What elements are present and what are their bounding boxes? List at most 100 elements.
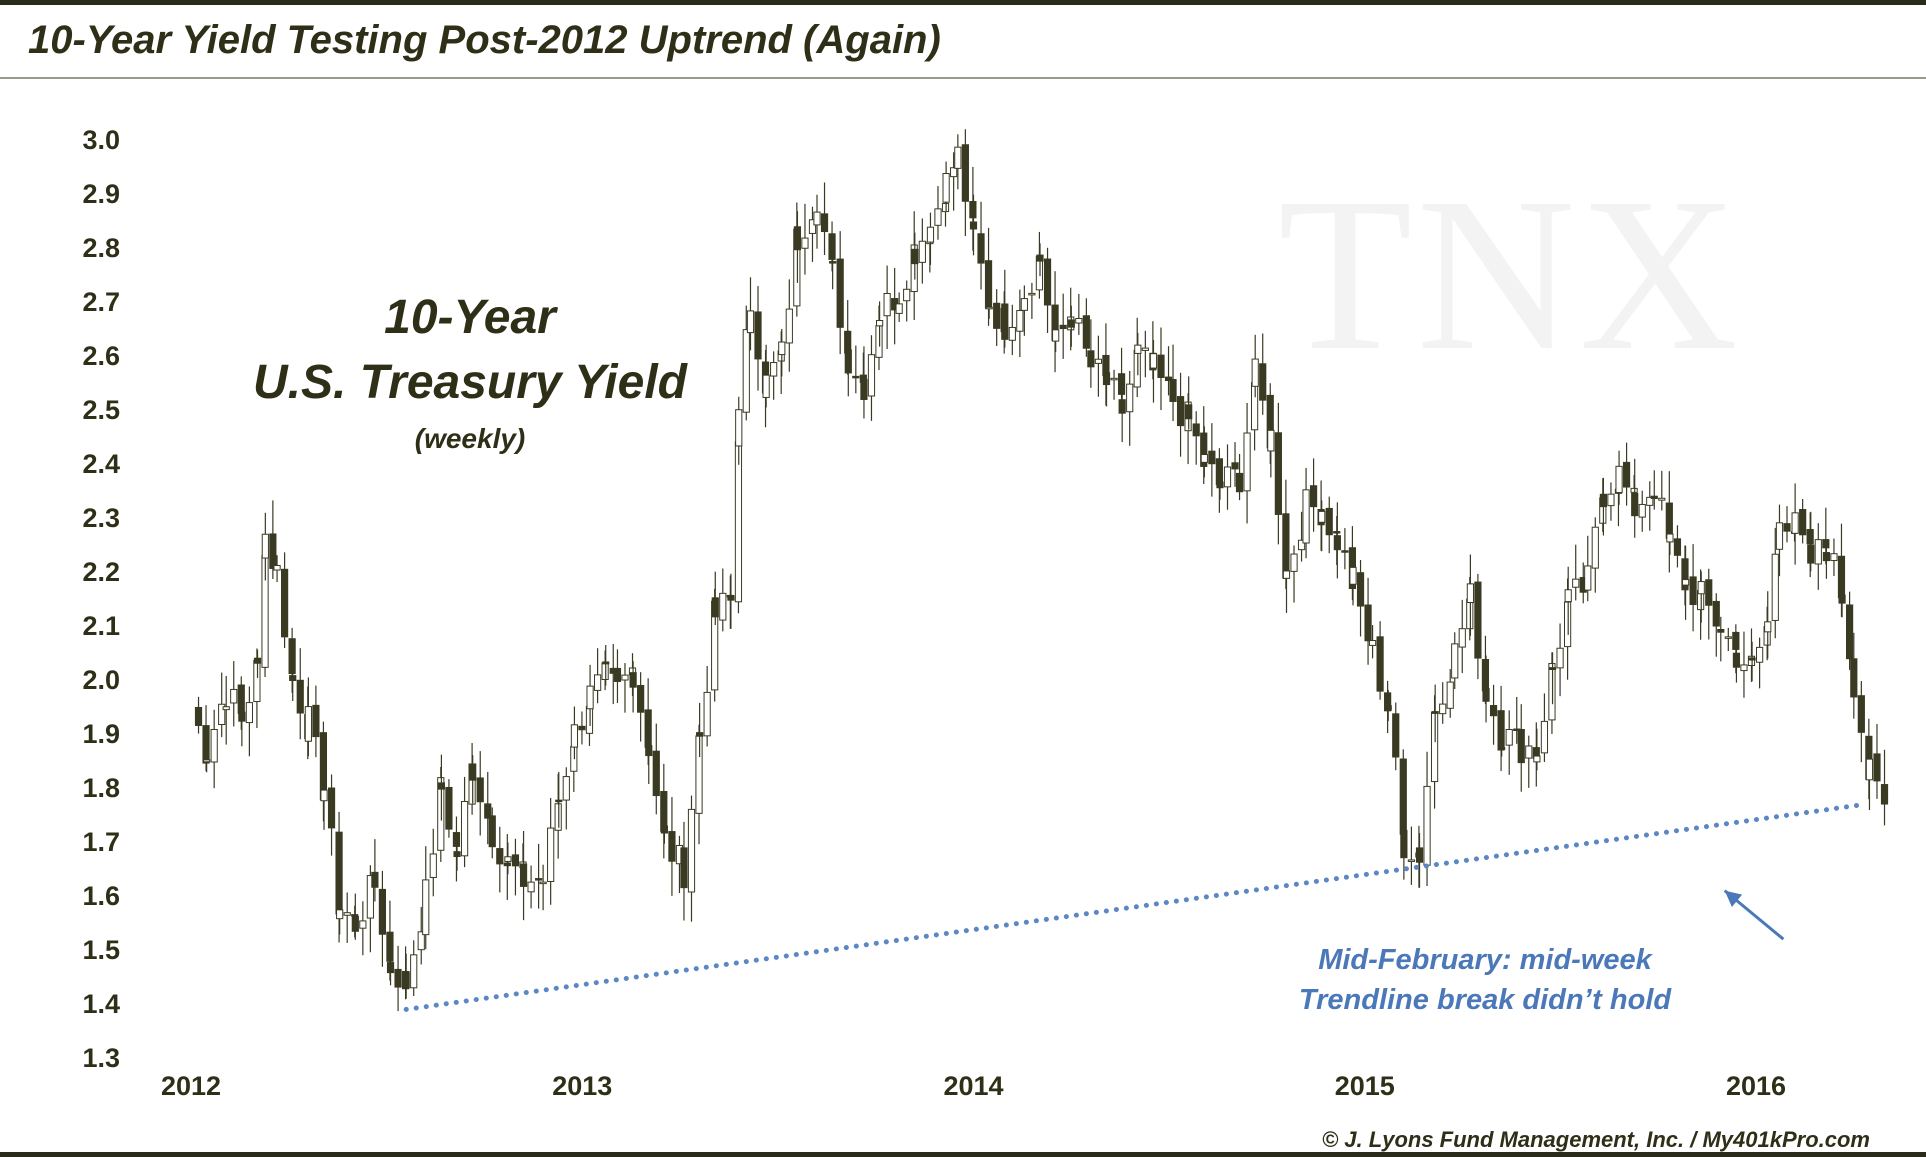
candle-body — [1407, 859, 1415, 862]
candle-body — [1525, 745, 1533, 759]
candle-body — [1290, 553, 1298, 572]
candle — [1631, 458, 1639, 538]
candle — [1689, 544, 1697, 632]
candle-body — [637, 685, 645, 713]
candle — [1681, 545, 1690, 620]
candle — [942, 161, 950, 211]
candle — [726, 575, 734, 629]
trendline — [403, 801, 1869, 1012]
candle-body — [645, 745, 653, 757]
candle — [1035, 231, 1044, 299]
y-tick-label: 2.4 — [82, 449, 120, 479]
candle — [793, 202, 801, 317]
candle-body — [820, 213, 829, 233]
candle — [777, 331, 785, 394]
candle — [351, 893, 359, 940]
candle-body — [327, 787, 336, 829]
candle-body — [417, 931, 425, 951]
candle — [668, 797, 676, 896]
candle-body — [1259, 363, 1267, 401]
candle — [319, 721, 328, 822]
candle — [1775, 504, 1784, 577]
candle-body — [910, 244, 918, 293]
candle — [867, 335, 876, 421]
candle-body — [280, 568, 289, 638]
candle-body — [351, 914, 359, 917]
candle — [1666, 510, 1674, 556]
candle — [1309, 458, 1318, 532]
candle — [194, 696, 203, 734]
candle-body — [1482, 688, 1490, 702]
candle — [637, 672, 645, 742]
candle-body — [504, 856, 512, 862]
candle-body — [1133, 349, 1141, 388]
candle-body — [1208, 450, 1216, 465]
candle-body — [194, 706, 203, 726]
candle — [1067, 287, 1075, 351]
candle — [1548, 652, 1556, 734]
candle-body — [555, 799, 563, 803]
candle — [218, 672, 226, 738]
candle — [1533, 728, 1541, 771]
candle-body — [1157, 354, 1165, 378]
candle-body — [1020, 298, 1028, 311]
candle — [1157, 327, 1165, 411]
candle — [875, 305, 883, 371]
candle — [1697, 571, 1705, 623]
y-tick-label: 1.7 — [82, 827, 120, 857]
candle — [1102, 323, 1110, 406]
candle — [511, 838, 520, 896]
candle-body — [1650, 495, 1658, 499]
candle — [371, 839, 379, 902]
candle-body — [1216, 481, 1224, 489]
candle-body — [1016, 310, 1024, 332]
candle — [1302, 467, 1310, 559]
x-tick-label: 2014 — [943, 1071, 1003, 1101]
candle-body — [793, 226, 802, 251]
candle-body — [1368, 640, 1377, 646]
candle-body — [1540, 720, 1549, 754]
candle — [1838, 575, 1846, 618]
candle-body — [1747, 655, 1756, 667]
candle-body — [1274, 432, 1282, 515]
candle-body — [1638, 503, 1646, 518]
candle-body — [754, 311, 762, 360]
candle-body — [1607, 493, 1615, 507]
candle — [1646, 481, 1654, 531]
candle — [1850, 632, 1858, 719]
y-tick-label: 3.0 — [82, 125, 120, 155]
candle — [273, 555, 281, 583]
candle-body — [445, 786, 453, 830]
candle-body — [969, 221, 978, 230]
candle-body — [808, 219, 817, 234]
candle — [312, 685, 320, 758]
candle-body — [875, 325, 883, 358]
annotation-line1: Mid-February: mid-week — [1318, 944, 1652, 976]
candle-body — [1094, 358, 1102, 364]
candle-body — [1705, 579, 1713, 606]
candle-body — [1697, 581, 1705, 595]
candle-body — [1498, 747, 1506, 750]
candle-body — [1458, 628, 1466, 648]
candle-body — [1497, 710, 1505, 751]
candle — [695, 724, 703, 845]
candle — [1756, 637, 1764, 689]
candle-body — [746, 310, 755, 334]
candle — [1001, 269, 1009, 348]
candle — [1466, 554, 1474, 636]
candle — [1215, 448, 1223, 513]
candle — [1615, 450, 1623, 505]
candle-body — [1857, 695, 1865, 733]
candle-body — [1028, 292, 1036, 296]
candle — [1665, 471, 1673, 573]
candle — [1094, 335, 1102, 397]
candle — [554, 773, 562, 859]
candle — [1235, 453, 1244, 501]
candle-body — [660, 825, 669, 834]
candle — [1251, 334, 1259, 398]
candle-body — [386, 931, 394, 962]
candle-body — [469, 763, 477, 781]
candle — [1349, 552, 1357, 606]
candle — [984, 227, 993, 326]
candle-body — [1282, 513, 1290, 579]
